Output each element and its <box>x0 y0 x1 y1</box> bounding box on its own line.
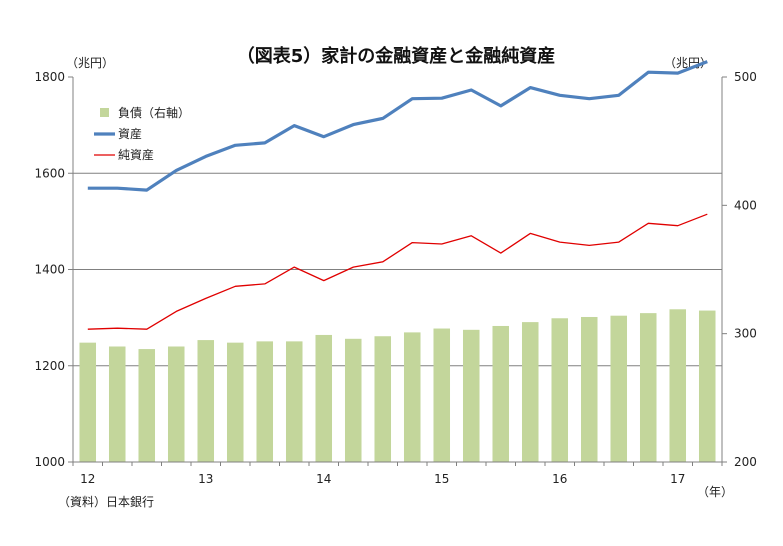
bar-liabilities <box>669 309 687 462</box>
right-tick-label: 200 <box>734 455 757 469</box>
x-tick-label: 16 <box>552 472 567 486</box>
right-tick-label: 300 <box>734 327 757 341</box>
bar-liabilities <box>374 336 392 462</box>
legend-swatch-liabilities <box>100 108 109 117</box>
left-axis-unit: （兆円） <box>66 56 114 70</box>
axes <box>68 76 727 466</box>
legend-label: 負債（右軸） <box>118 105 190 120</box>
bar-liabilities <box>610 315 628 462</box>
bar-liabilities <box>256 341 274 462</box>
left-tick-label: 1800 <box>34 70 65 84</box>
x-tick-label: 13 <box>198 472 213 486</box>
bar-liabilities <box>79 342 97 462</box>
legend-label: 資産 <box>118 126 142 141</box>
bar-liabilities <box>138 349 156 462</box>
legend-label: 純資産 <box>118 147 154 162</box>
bar-liabilities <box>403 332 421 462</box>
bar-liabilities <box>344 338 362 462</box>
left-tick-label: 1000 <box>34 455 65 469</box>
line-series-group <box>87 60 708 330</box>
bar-liabilities <box>433 328 451 462</box>
x-axis-unit: （年） <box>697 485 733 499</box>
bar-series-liabilities <box>79 309 716 462</box>
bar-liabilities <box>315 334 333 462</box>
bar-liabilities <box>108 346 126 462</box>
line-assets <box>87 60 708 192</box>
bar-liabilities <box>698 310 716 462</box>
left-tick-label: 1600 <box>34 166 65 180</box>
left-tick-label: 1400 <box>34 263 65 277</box>
source-note: （資料）日本銀行 <box>58 495 154 509</box>
x-tick-label: 15 <box>434 472 449 486</box>
bar-liabilities <box>462 329 480 462</box>
x-tick-label: 14 <box>316 472 331 486</box>
bar-liabilities <box>167 346 185 462</box>
bar-liabilities <box>521 322 539 462</box>
right-tick-label: 500 <box>734 70 757 84</box>
line-net-assets <box>87 213 708 330</box>
bar-liabilities <box>197 340 215 462</box>
chart-title: （図表5）家計の金融資産と金融純資産 <box>237 45 556 67</box>
right-axis-unit: （兆円） <box>664 56 712 70</box>
bar-liabilities <box>551 318 569 462</box>
bar-liabilities <box>285 341 303 462</box>
right-tick-label: 400 <box>734 198 757 212</box>
bar-liabilities <box>226 342 244 462</box>
bar-liabilities <box>492 325 510 462</box>
left-tick-label: 1200 <box>34 359 65 373</box>
tick-labels: 1000 1200 1400 1600 1800 200 300 400 500 12 13 14 15… <box>34 70 756 486</box>
bar-liabilities <box>580 316 598 462</box>
x-tick-label: 12 <box>80 472 95 486</box>
x-tick-label: 17 <box>670 472 685 486</box>
bar-liabilities <box>639 313 657 462</box>
